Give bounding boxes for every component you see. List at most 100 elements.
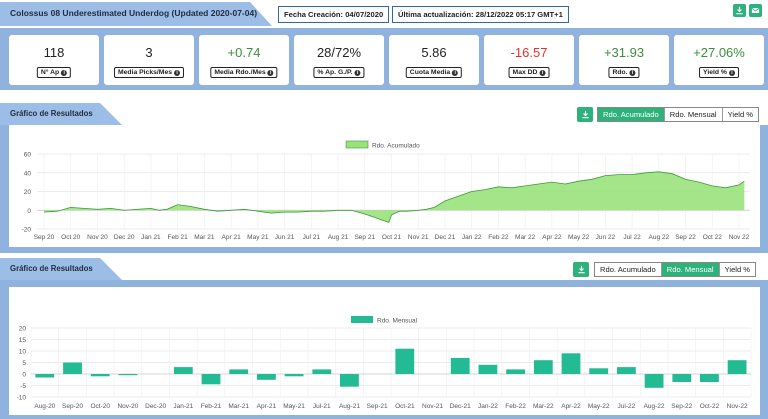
x-tick-label: Dec 21 — [435, 234, 456, 241]
legend-label: Rdo. Mensual — [377, 318, 418, 325]
bar — [284, 374, 304, 377]
x-tick-label: Feb 22 — [488, 234, 509, 241]
section-title: Gráfico de Resultados — [10, 109, 93, 118]
section-title-tab: Gráfico de Resultados — [0, 258, 122, 280]
stat-value: -16.57 — [510, 45, 548, 60]
cumulative-chart-panel: -20 0 20 40 60 Sep 20 Oct 20 Nov 20 Dec 20 Jan 21… — [0, 125, 768, 253]
chart-download-button[interactable] — [573, 262, 589, 277]
bar — [35, 374, 55, 378]
x-tick-label: Oct 20 — [61, 234, 81, 241]
x-tick-label: Apr 21 — [222, 234, 242, 241]
download-button[interactable] — [733, 4, 746, 17]
email-button[interactable] — [749, 4, 762, 17]
bar — [478, 364, 498, 374]
info-icon: i — [174, 70, 181, 76]
stat-card-result: +31.93 Rdo. i — [579, 35, 669, 85]
strategy-title-tab: Colossus 08 Underestimated Underdog (Upd… — [0, 2, 272, 26]
last-update-badge: Última actualización: 28/12/2022 05:17 G… — [392, 6, 569, 23]
stats-panel: 118 N° Ap i 3 Media Picks/Mes i +0.74 Medi… — [0, 28, 768, 90]
bar — [450, 357, 470, 374]
stat-label[interactable]: Yield % i — [699, 67, 739, 78]
bar — [312, 369, 332, 374]
tab-yield[interactable]: Yield % — [724, 265, 751, 274]
x-tick-label: Sep 21 — [354, 234, 375, 241]
x-tick-label: Oct-20 — [90, 403, 110, 410]
bar — [340, 374, 359, 387]
y-tick-label: 40 — [24, 170, 32, 177]
y-tick-label: 60 — [24, 152, 32, 159]
x-tick-label: Dec 20 — [114, 234, 135, 241]
x-tick-label: Oct 22 — [703, 234, 723, 241]
tab-monthly[interactable]: Rdo. Mensual — [661, 263, 720, 276]
monthly-chart-area: -10 -5 0 5 10 15 20 Aug-20 Sep-20 Oct-20 Nov-20 Dec… — [9, 287, 760, 415]
x-tick-label: Jan-22 — [478, 403, 498, 410]
bar — [672, 374, 692, 382]
x-tick-label: Oct 21 — [382, 234, 402, 241]
x-tick-label: Aug-22 — [644, 403, 665, 410]
y-tick-label: 5 — [22, 360, 26, 367]
x-tick-label: Mar 22 — [515, 234, 536, 241]
tab-cumulative[interactable]: Rdo. Acumulado — [595, 263, 662, 276]
x-tick-label: Jan 21 — [141, 234, 161, 241]
x-tick-label: Feb-22 — [505, 403, 526, 410]
x-tick-label: Aug 22 — [649, 234, 670, 241]
x-tick-label: Feb-21 — [201, 403, 222, 410]
section-title-tab: Gráfico de Resultados — [0, 103, 122, 125]
x-tick-label: Nov 20 — [87, 234, 108, 241]
stat-value: +31.93 — [603, 45, 645, 60]
stat-label[interactable]: Rdo. i — [608, 67, 640, 78]
x-tick-label: Sep 22 — [675, 234, 696, 241]
bar — [257, 374, 276, 380]
stat-label-text: % Ap. G./P. — [317, 69, 353, 76]
chart-mode-tabs: Rdo. Acumulado Rdo. Mensual Yield % — [594, 262, 757, 277]
x-tick-label: May 21 — [247, 234, 269, 241]
stat-label[interactable]: Cuota Media i — [405, 67, 463, 78]
cumulative-chart-area: -20 0 20 40 60 Sep 20 Oct 20 Nov 20 Dec 20 Jan 21… — [9, 125, 760, 247]
stat-label[interactable]: Media Picks/Mes i — [113, 67, 185, 78]
stat-label[interactable]: Max DD i — [508, 67, 550, 78]
chart-download-button[interactable] — [577, 107, 593, 122]
x-tick-label: Sep-21 — [367, 403, 388, 410]
y-tick-label: 15 — [19, 337, 27, 344]
stat-label[interactable]: % Ap. G./P. i — [313, 67, 365, 78]
monthly-chart-panel: -10 -5 0 5 10 15 20 Aug-20 Sep-20 Oct-20 Nov-20 Dec… — [0, 280, 768, 419]
x-tick-label: Jun 22 — [596, 234, 616, 241]
bar — [118, 374, 138, 376]
download-icon — [577, 265, 585, 274]
stat-value: 3 — [145, 45, 153, 60]
bar — [617, 367, 636, 374]
x-tick-label: Mar 21 — [194, 234, 215, 241]
stat-label-text: Max DD — [512, 69, 538, 76]
info-icon: i — [452, 70, 459, 76]
stat-value: 5.86 — [421, 45, 447, 60]
tab-monthly[interactable]: Rdo. Mensual — [665, 108, 723, 121]
bar — [229, 369, 249, 374]
bar — [90, 374, 110, 377]
x-tick-label: Apr-22 — [561, 403, 581, 410]
info-icon: i — [267, 70, 274, 76]
info-icon: i — [61, 70, 68, 76]
y-tick-label: -20 — [22, 227, 32, 234]
x-tick-label: Nov-22 — [727, 403, 748, 410]
bar — [201, 374, 221, 385]
tab-cumulative[interactable]: Rdo. Acumulado — [598, 108, 665, 121]
y-tick-label: 20 — [19, 326, 27, 333]
y-tick-label: 0 — [27, 208, 31, 215]
section-title: Gráfico de Resultados — [10, 264, 93, 273]
chart-mode-tabs: Rdo. Acumulado Rdo. Mensual Yield % — [597, 107, 760, 122]
y-tick-label: 0 — [22, 372, 26, 379]
x-tick-label: Sep-20 — [62, 403, 83, 410]
tab-yield[interactable]: Yield % — [727, 110, 754, 119]
stat-label[interactable]: Media Rdo./Mes i — [210, 67, 278, 78]
section-header-cumulative: Gráfico de Resultados Rdo. Acumulado Rdo… — [0, 103, 768, 125]
x-tick-label: Oct-21 — [395, 403, 415, 410]
x-tick-label: Jul 22 — [623, 234, 641, 241]
stat-label[interactable]: N° Ap i — [36, 67, 72, 78]
x-tick-label: Nov-20 — [117, 403, 138, 410]
info-icon: i — [539, 70, 546, 76]
x-tick-label: Mar-22 — [533, 403, 554, 410]
x-tick-label: Jul-22 — [618, 403, 636, 410]
stat-card-picks-month: 3 Media Picks/Mes i — [104, 35, 194, 85]
stat-value: 118 — [43, 45, 65, 60]
x-tick-label: Mar-21 — [228, 403, 249, 410]
